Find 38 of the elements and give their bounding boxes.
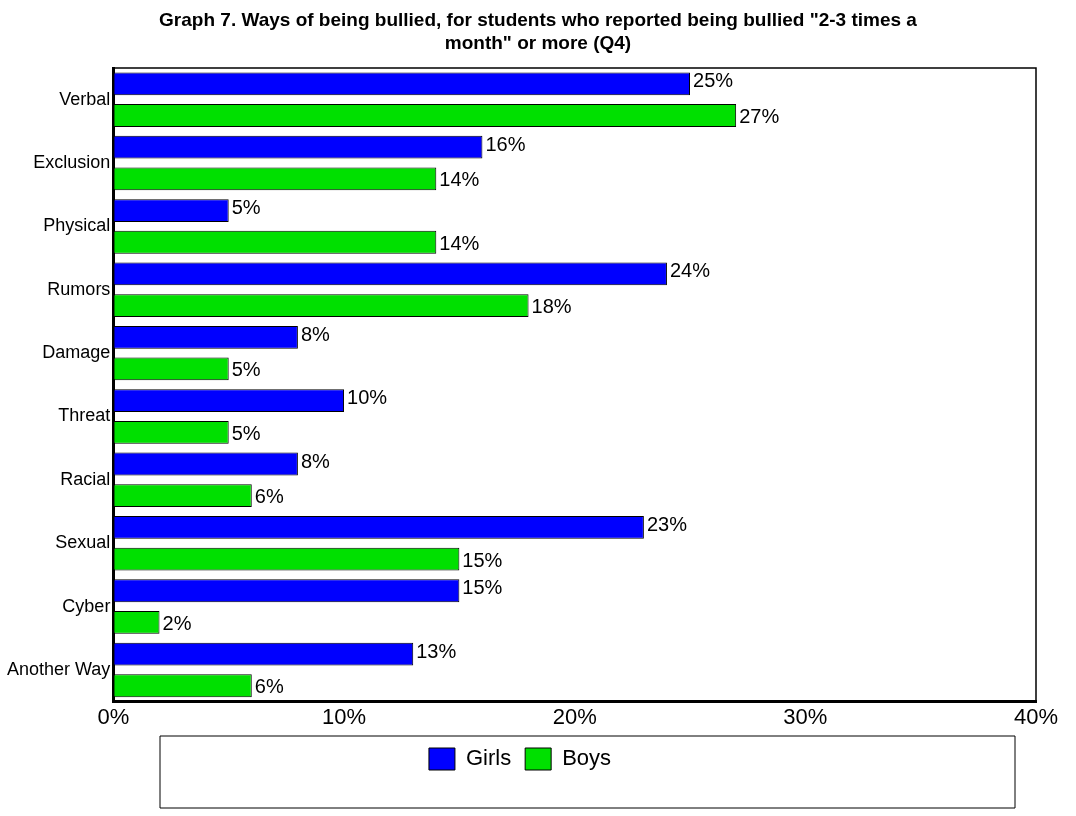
y-tick-label: Rumors [47, 278, 111, 299]
y-tick-label: Threat [58, 405, 111, 426]
data-label: 14% [439, 168, 480, 191]
y-tick-label: Physical [43, 215, 111, 236]
y-tick-label: Cyber [62, 595, 111, 616]
data-label: 25% [693, 69, 734, 92]
y-tick-label: Damage [42, 342, 111, 363]
data-label: 5% [231, 196, 261, 219]
y-tick-label: Sexual [55, 532, 111, 553]
data-label: 6% [254, 485, 284, 508]
data-label: 8% [300, 449, 331, 472]
data-label: 24% [669, 259, 711, 282]
y-tick-label: Exclusion [33, 152, 111, 173]
data-label: 14% [439, 231, 480, 254]
data-label: 5% [231, 358, 261, 381]
data-label: 6% [254, 675, 284, 698]
data-label: 13% [416, 639, 457, 662]
data-label: 8% [300, 322, 331, 345]
x-tick-label: 40% [1013, 703, 1059, 729]
data-label: 16% [485, 132, 526, 155]
data-label: 18% [531, 295, 572, 318]
x-tick-label: 20% [552, 703, 597, 729]
y-tick-label: Another Way [6, 658, 111, 679]
data-label: 5% [231, 421, 261, 444]
data-label: 2% [162, 611, 192, 634]
chart-title: Graph 7. Ways of being bullied, for students who reported being bullied "2-3 times a month" or more (Q4) [158, 8, 918, 54]
legend-label: Girls [465, 745, 512, 771]
data-label: 23% [646, 512, 688, 535]
y-tick-label: Racial [60, 468, 111, 489]
data-label: 15% [462, 548, 503, 571]
data-label: 15% [462, 576, 503, 599]
x-tick-label: 30% [783, 703, 828, 729]
x-tick-label: 0% [97, 703, 130, 729]
x-tick-label: 10% [322, 703, 367, 729]
data-label: 27% [739, 105, 780, 128]
y-tick-label: Verbal [59, 88, 111, 109]
data-label: 10% [347, 386, 388, 409]
legend-label: Boys [562, 745, 612, 771]
